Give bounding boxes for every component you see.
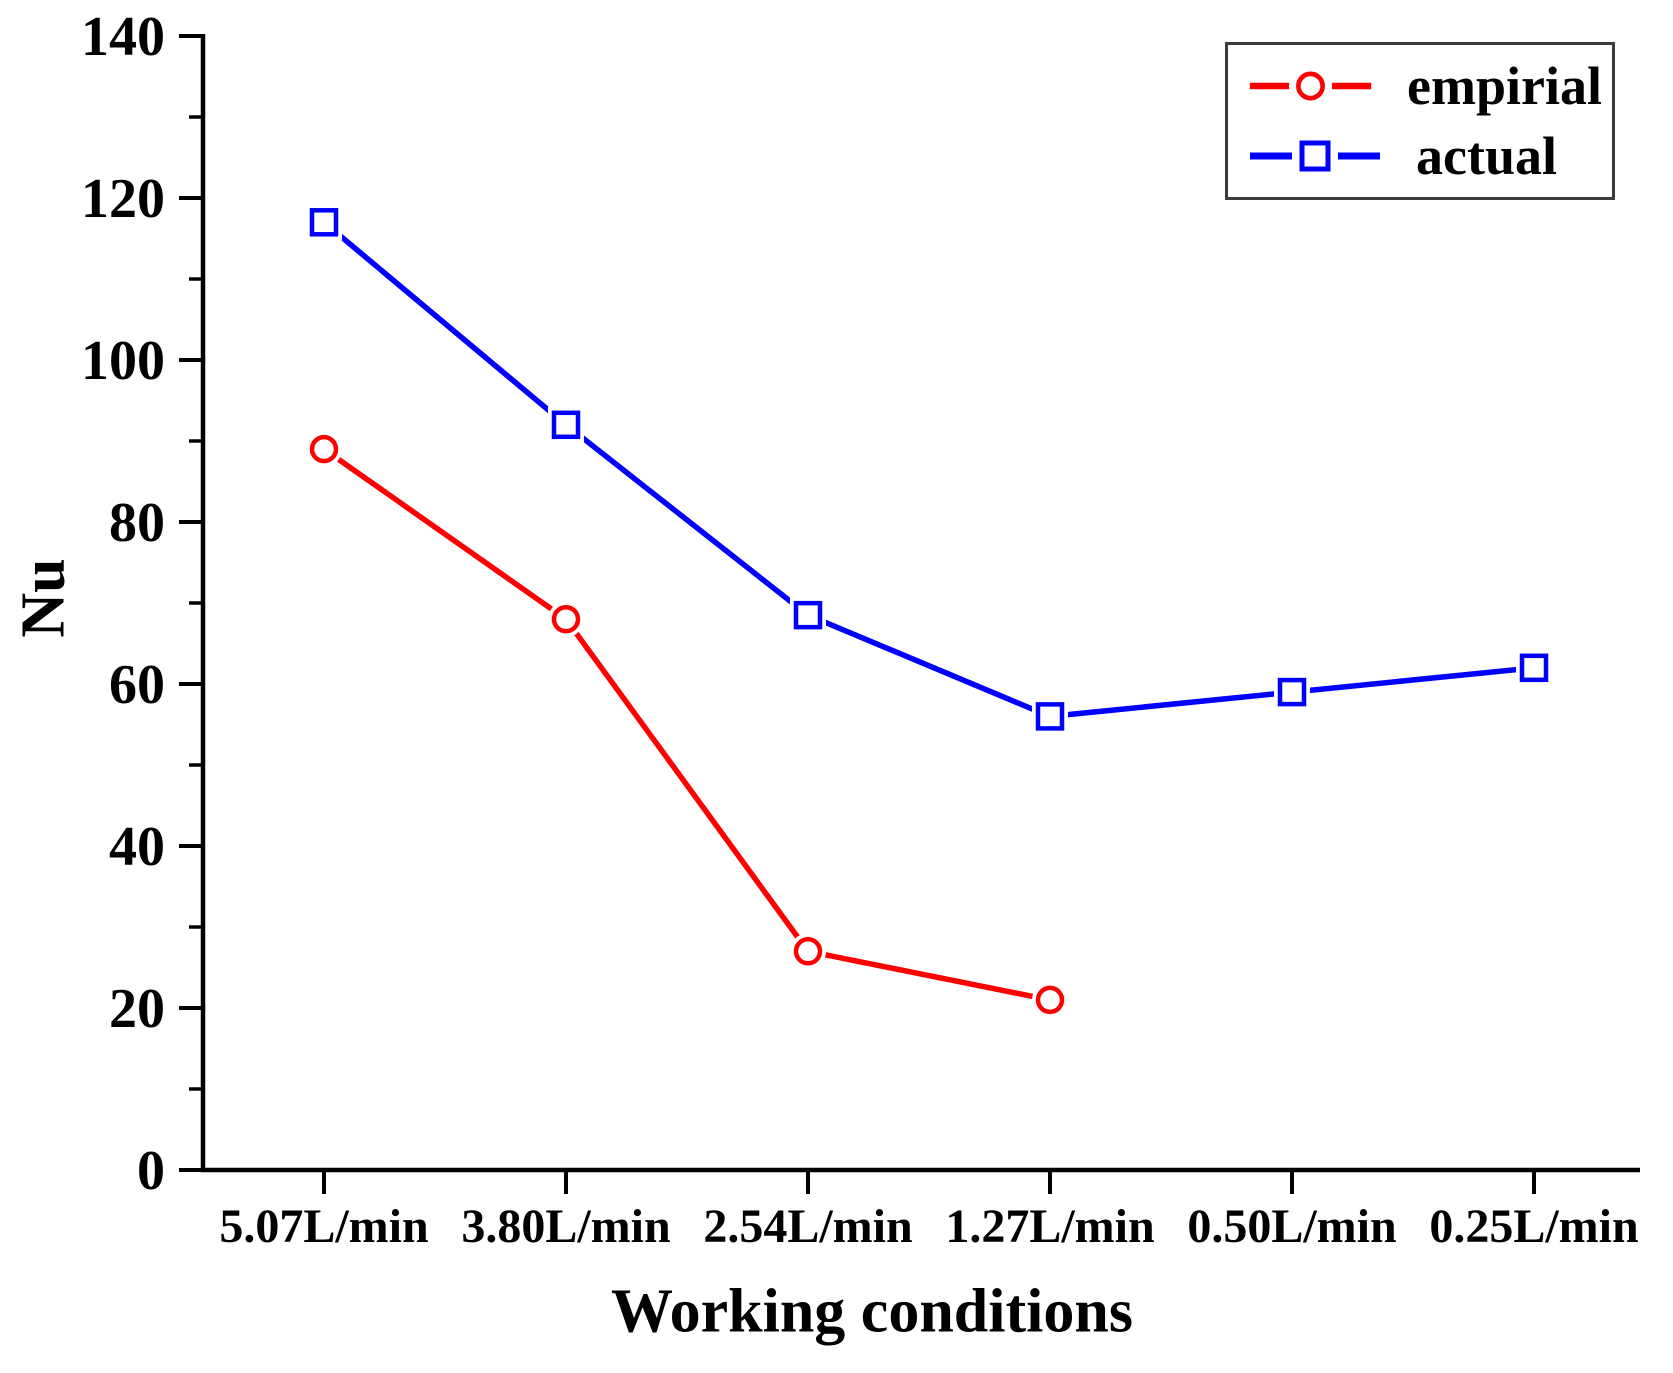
actual-data-point (1035, 702, 1065, 731)
x-tick-label: 1.27L/min (945, 1200, 1154, 1253)
y-axis-title: Nu (9, 558, 78, 638)
actual-data-point (793, 600, 823, 630)
empirial-series-line (322, 446, 1051, 1003)
actual-data-point (1277, 677, 1307, 707)
legend: empirial actual (1225, 42, 1615, 200)
actual-series-line (322, 220, 1535, 720)
x-tick-label: 2.54L/min (703, 1200, 912, 1253)
empirial-legend-marker (1296, 71, 1325, 101)
empirial-data-point (793, 937, 823, 966)
y-tick-label: 80 (109, 492, 165, 554)
legend-label-empirial: empirial (1407, 56, 1602, 116)
actual-data-point (309, 208, 339, 237)
x-tick-label: 0.25L/min (1429, 1200, 1638, 1253)
y-tick-label: 20 (109, 978, 165, 1040)
legend-item-empirial: empirial (1248, 59, 1602, 113)
empirial-line-circle-icon (1249, 71, 1372, 101)
x-tick-label: 3.80L/min (461, 1200, 670, 1253)
actual-data-point (1519, 653, 1549, 683)
y-tick-label: 120 (81, 168, 165, 230)
y-tick-label: 60 (109, 654, 165, 716)
x-tick-label: 0.50L/min (1187, 1200, 1396, 1253)
actual-line-square-icon (1250, 140, 1380, 172)
x-axis-title: Working conditions (611, 1277, 1133, 1346)
legend-item-actual: actual (1248, 129, 1602, 183)
empirial-data-point (309, 434, 339, 464)
legend-label-actual: actual (1416, 126, 1557, 186)
empirial-data-point (1035, 985, 1065, 1015)
y-tick-label: 40 (109, 816, 165, 878)
actual-data-point (551, 410, 581, 440)
empirial-data-point (551, 604, 581, 634)
y-tick-label: 100 (81, 330, 165, 392)
x-tick-label: 5.07L/min (219, 1200, 428, 1253)
actual-legend-marker (1299, 140, 1331, 172)
y-tick-label: 140 (81, 6, 165, 68)
y-tick-label: 0 (137, 1140, 165, 1202)
